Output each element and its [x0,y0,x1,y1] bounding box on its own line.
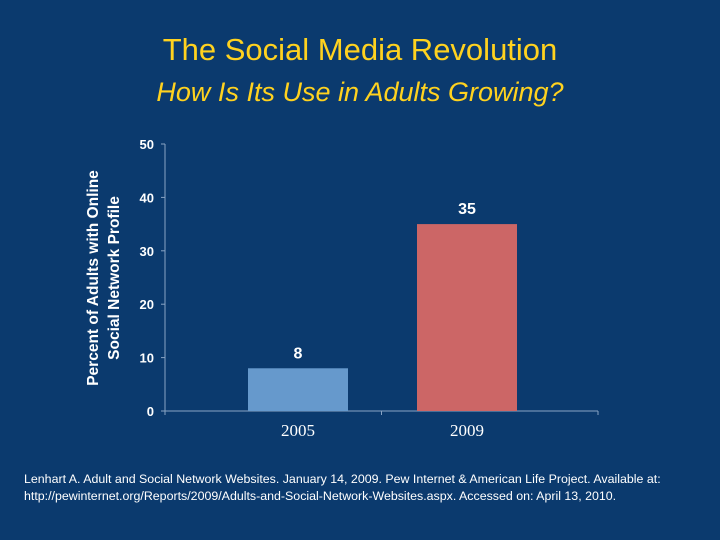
y-axis-title: Percent of Adults with Online Social Netw… [85,170,123,386]
y-tick-label: 10 [140,351,154,366]
y-axis-title-line: Percent of Adults with Online [85,170,102,386]
source-citation: Lenhart A. Adult and Social Network Webs… [24,472,661,503]
slide-title: The Social Media Revolution [162,32,558,67]
slide-subtitle: How Is Its Use in Adults Growing? [156,77,564,107]
x-category-label: 2005 [281,421,315,440]
y-tick-label: 40 [140,190,154,205]
y-tick-label: 20 [140,297,154,312]
bar-2005 [248,368,348,411]
data-label: 35 [458,201,476,218]
y-axis-title-line: Social Network Profile [106,196,123,360]
bar-2009 [417,224,517,411]
y-tick-label: 30 [140,244,154,259]
x-category-label: 2009 [450,421,484,440]
y-tick-label: 0 [147,404,154,419]
data-label: 8 [294,345,303,362]
y-tick-label: 50 [140,137,154,152]
